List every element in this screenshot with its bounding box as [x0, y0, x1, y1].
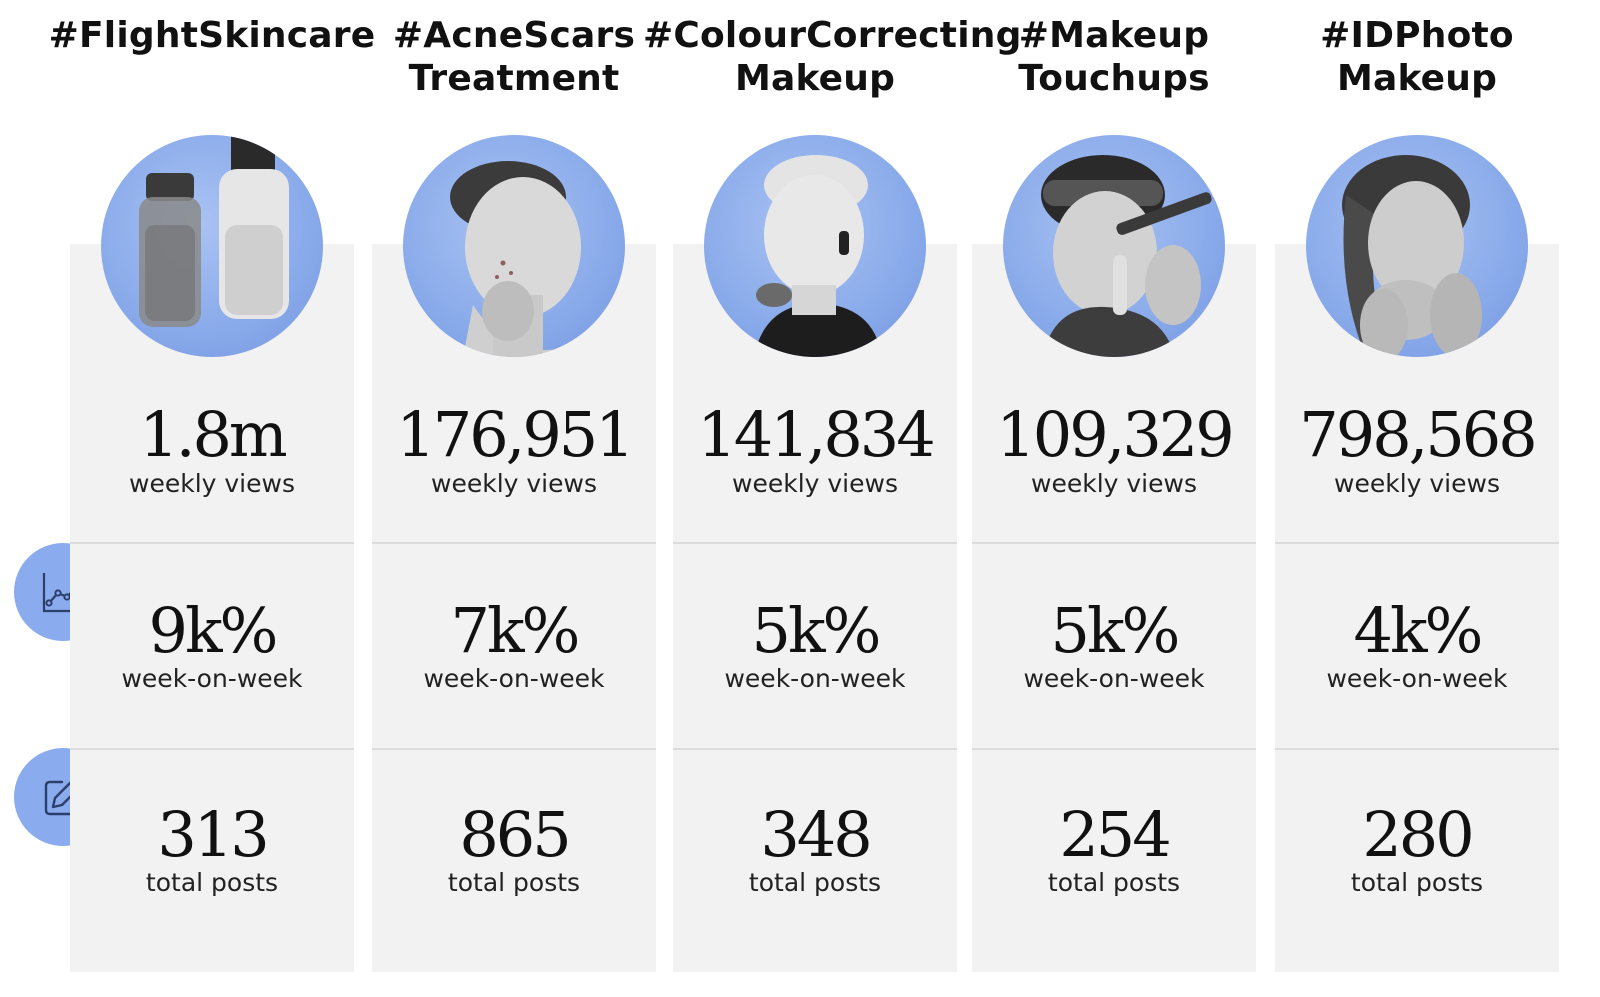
weekly-views-value: 798,568 [1299, 398, 1537, 471]
total-posts-label: total posts [1350, 868, 1484, 897]
stats-panel [673, 244, 957, 972]
weekly-views-value: 141,834 [697, 398, 935, 471]
divider [1275, 542, 1559, 544]
week-on-week-label: week-on-week [423, 664, 605, 693]
skincare-bottles-photo [101, 135, 323, 357]
week-on-week-value: 5k% [751, 594, 882, 667]
stats-panel [372, 244, 656, 972]
colour-correcting-makeup-photo [704, 135, 926, 357]
divider [70, 542, 354, 544]
stats-panel [972, 244, 1256, 972]
total-posts-value: 313 [157, 798, 269, 871]
week-on-week-label: week-on-week [1326, 664, 1508, 693]
weekly-views-label: weekly views [732, 469, 898, 498]
id-photo-makeup-photo [1306, 135, 1528, 357]
divider [673, 748, 957, 750]
hashtag-title: #ColourCorrecting Makeup [643, 15, 1022, 99]
divider [972, 542, 1256, 544]
total-posts-value: 348 [760, 798, 872, 871]
week-on-week-value: 5k% [1050, 594, 1181, 667]
total-posts-value: 280 [1362, 798, 1474, 871]
week-on-week-value: 4k% [1353, 594, 1484, 667]
hashtag-column: #Makeup Touchups 109,329 weekly views 5k… [972, 0, 1256, 997]
divider [372, 542, 656, 544]
weekly-views-label: weekly views [1031, 469, 1197, 498]
stats-panel [1275, 244, 1559, 972]
hashtag-title: #IDPhoto Makeup [1320, 15, 1514, 99]
total-posts-label: total posts [447, 868, 581, 897]
divider [1275, 748, 1559, 750]
hashtag-column: #IDPhoto Makeup 798,568 weekly views 4k%… [1275, 0, 1559, 997]
week-on-week-value: 9k% [148, 594, 279, 667]
divider [372, 748, 656, 750]
total-posts-label: total posts [1047, 868, 1181, 897]
divider [673, 542, 957, 544]
line-chart-icon [42, 573, 84, 613]
total-posts-label: total posts [145, 868, 279, 897]
weekly-views-value: 1.8m [139, 398, 287, 471]
week-on-week-label: week-on-week [724, 664, 906, 693]
total-posts-value: 865 [459, 798, 571, 871]
acne-face-photo [403, 135, 625, 357]
makeup-touchup-photo [1003, 135, 1225, 357]
hashtag-title: #AcneScars Treatment [392, 15, 636, 99]
hashtag-column: #AcneScars Treatment 176,951 weekly view… [372, 0, 656, 997]
weekly-views-label: weekly views [431, 469, 597, 498]
weekly-views-label: weekly views [129, 469, 295, 498]
week-on-week-label: week-on-week [1023, 664, 1205, 693]
week-on-week-value: 7k% [450, 594, 581, 667]
week-on-week-label: week-on-week [121, 664, 303, 693]
total-posts-label: total posts [748, 868, 882, 897]
stats-panel [70, 244, 354, 972]
hashtag-title: #FlightSkincare [48, 15, 376, 56]
hashtag-title: #Makeup Touchups [1018, 15, 1210, 99]
hashtag-column: #FlightSkincare 1.8m weekly views 9k% we… [49, 0, 375, 997]
weekly-views-value: 109,329 [996, 398, 1234, 471]
weekly-views-value: 176,951 [396, 398, 634, 471]
weekly-views-label: weekly views [1334, 469, 1500, 498]
hashtag-column: #ColourCorrecting Makeup 141,834 weekly … [643, 0, 1021, 997]
divider [972, 748, 1256, 750]
total-posts-value: 254 [1059, 798, 1171, 871]
divider [70, 748, 354, 750]
